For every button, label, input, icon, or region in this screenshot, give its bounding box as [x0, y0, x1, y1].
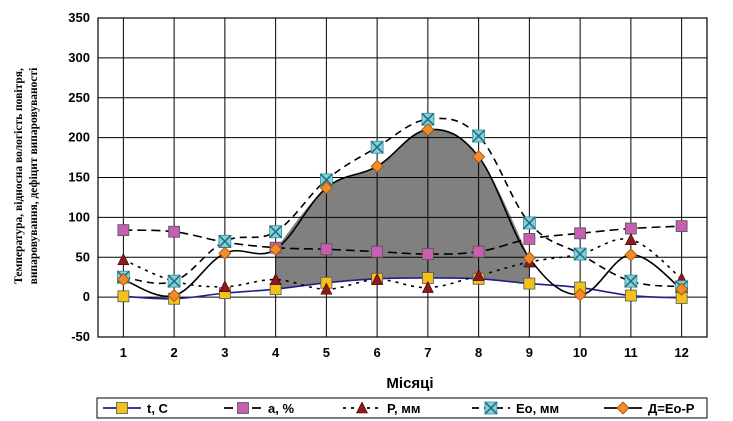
data-point-s3-9 [522, 216, 536, 230]
data-point-s0-4 [269, 283, 282, 296]
data-point-s2-6 [371, 272, 384, 285]
data-point-s1-1 [117, 224, 130, 237]
legend-label-4: Д=Ео-Р [648, 401, 695, 416]
data-point-s2-11 [624, 233, 637, 246]
data-point-s4-11 [624, 248, 638, 262]
x-tick-label: 2 [171, 345, 178, 360]
data-point-s1-6 [371, 245, 384, 258]
data-point-s1-11 [624, 222, 637, 235]
x-tick-label: 1 [120, 345, 127, 360]
legend-label-2: P, мм [387, 401, 420, 416]
legend-marker-4 [616, 401, 630, 415]
data-point-s2-7 [421, 280, 434, 293]
y-tick-label: -50 [71, 329, 90, 344]
data-point-s4-1 [116, 273, 130, 287]
x-tick-label: 9 [526, 345, 533, 360]
data-point-s4-12 [675, 282, 689, 296]
plot-border [97, 17, 708, 338]
y-tick-label: 350 [68, 10, 90, 25]
data-point-s4-2 [167, 288, 181, 303]
x-tick-label: 8 [475, 345, 482, 360]
data-point-s3-5 [319, 173, 333, 187]
x-tick-label: 5 [323, 345, 330, 360]
legend-marker-1 [237, 402, 249, 414]
data-point-s4-7 [421, 123, 435, 137]
x-tick-label: 10 [573, 345, 587, 360]
y-axis-title: Температура, відносна вологість повітря,… [13, 67, 40, 285]
data-point-s3-11 [624, 274, 638, 288]
y-tick-label: 50 [76, 249, 90, 264]
y-tick-label: 250 [68, 90, 90, 105]
data-point-s3-4 [269, 225, 283, 239]
data-point-s1-8 [472, 245, 485, 258]
legend-label-3: Ео, мм [516, 401, 559, 416]
y-tick-label: 300 [68, 50, 90, 65]
data-point-s3-6 [370, 140, 384, 154]
series-line-2 [123, 238, 683, 290]
data-point-s4-6 [370, 159, 384, 173]
data-point-s4-4 [269, 242, 283, 256]
x-tick-label: 12 [674, 345, 688, 360]
data-point-s3-8 [472, 129, 486, 143]
legend-marker-3 [484, 401, 498, 415]
data-point-s0-9 [523, 277, 536, 290]
data-point-s4-5 [319, 181, 333, 195]
data-point-s3-2 [167, 274, 181, 288]
data-point-s1-10 [574, 227, 587, 240]
legend-marker-2 [356, 401, 368, 414]
legend-label-0: t, C [147, 401, 169, 416]
data-point-s0-11 [624, 289, 637, 302]
legend-label-1: a, % [268, 401, 294, 416]
x-tick-label: 11 [624, 345, 638, 360]
data-point-s1-7 [421, 248, 434, 260]
y-tick-label: 150 [68, 170, 90, 185]
data-point-s4-10 [573, 288, 587, 302]
data-point-s3-10 [573, 247, 587, 261]
y-axis-title-line-1: Температура, відносна вологість повітря, [13, 68, 25, 284]
data-point-s1-12 [675, 220, 688, 233]
x-axis-title: Місяці [386, 375, 433, 392]
data-point-s4-3 [218, 246, 232, 260]
data-point-s4-8 [472, 150, 486, 164]
legend: t, C a, % P, мм Ео, мм Д=Ео-Р [96, 397, 708, 419]
y-tick-label: 100 [68, 209, 90, 224]
data-point-s4-9 [522, 251, 536, 265]
data-point-s2-4 [269, 272, 282, 285]
x-tick-label: 3 [221, 345, 228, 360]
data-point-s2-1 [117, 252, 130, 265]
data-point-s2-5 [320, 282, 333, 295]
data-point-s2-8 [472, 268, 485, 281]
x-tick-label: 6 [374, 345, 381, 360]
legend-box [96, 397, 708, 419]
legend-marker-0 [116, 402, 128, 414]
y-tick-label: 200 [68, 130, 90, 145]
x-tick-label: 7 [424, 345, 431, 360]
data-point-s3-7 [421, 112, 435, 126]
data-point-s1-5 [320, 243, 333, 256]
data-point-s1-2 [168, 225, 181, 238]
data-point-s3-3 [218, 234, 232, 248]
data-point-s1-9 [523, 233, 536, 245]
y-axis-title-line-2: випаровування, дефіцит випаровуваності [28, 67, 40, 285]
x-tick-label: 4 [272, 345, 280, 360]
data-point-s0-1 [117, 290, 130, 303]
data-point-s2-3 [218, 280, 231, 293]
y-tick-label: 0 [83, 289, 90, 304]
